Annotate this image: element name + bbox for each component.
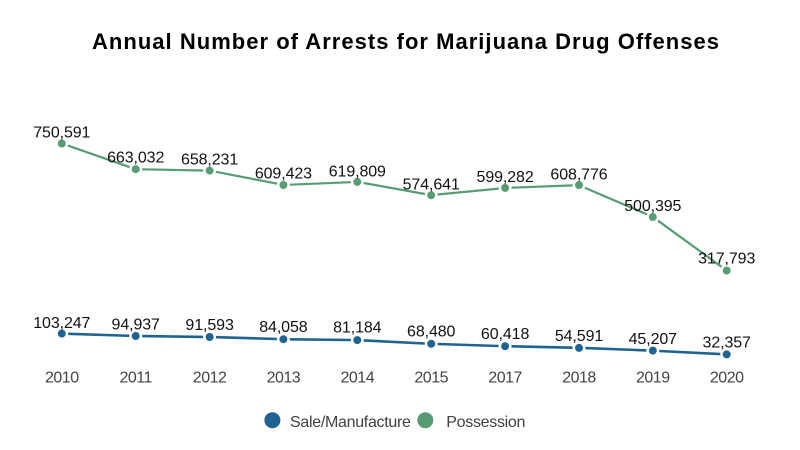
svg-text:2017: 2017 xyxy=(488,370,522,387)
svg-text:2020: 2020 xyxy=(710,370,744,387)
svg-text:60,418: 60,418 xyxy=(481,326,530,343)
svg-text:2018: 2018 xyxy=(562,370,596,387)
svg-text:54,591: 54,591 xyxy=(555,328,604,345)
svg-text:45,207: 45,207 xyxy=(629,331,678,348)
svg-text:Annual Number of Arrests for M: Annual Number of Arrests for Marijuana D… xyxy=(92,29,719,54)
svg-text:500,395: 500,395 xyxy=(624,198,681,215)
svg-text:574,641: 574,641 xyxy=(403,176,460,193)
svg-text:619,809: 619,809 xyxy=(329,164,386,181)
svg-text:2010: 2010 xyxy=(45,370,79,387)
svg-text:2013: 2013 xyxy=(267,370,301,387)
svg-text:32,357: 32,357 xyxy=(703,335,752,352)
svg-text:68,480: 68,480 xyxy=(407,324,456,341)
svg-text:2011: 2011 xyxy=(119,370,152,387)
svg-text:2015: 2015 xyxy=(414,370,448,387)
svg-text:Sale/Manufacture: Sale/Manufacture xyxy=(290,414,411,431)
svg-text:2012: 2012 xyxy=(193,370,227,387)
svg-text:317,793: 317,793 xyxy=(698,250,755,267)
svg-text:599,282: 599,282 xyxy=(477,169,534,186)
svg-text:Possession: Possession xyxy=(446,414,525,431)
svg-text:609,423: 609,423 xyxy=(255,165,312,182)
svg-text:608,776: 608,776 xyxy=(550,167,607,184)
svg-text:663,032: 663,032 xyxy=(107,149,164,166)
svg-text:81,184: 81,184 xyxy=(333,319,382,336)
svg-text:91,593: 91,593 xyxy=(185,317,234,334)
svg-text:750,591: 750,591 xyxy=(33,124,90,141)
svg-text:94,937: 94,937 xyxy=(112,316,161,333)
svg-text:2014: 2014 xyxy=(341,370,375,387)
svg-text:103,247: 103,247 xyxy=(33,315,90,332)
svg-text:658,231: 658,231 xyxy=(181,152,238,169)
svg-text:84,058: 84,058 xyxy=(259,319,308,336)
svg-text:2019: 2019 xyxy=(636,370,670,387)
